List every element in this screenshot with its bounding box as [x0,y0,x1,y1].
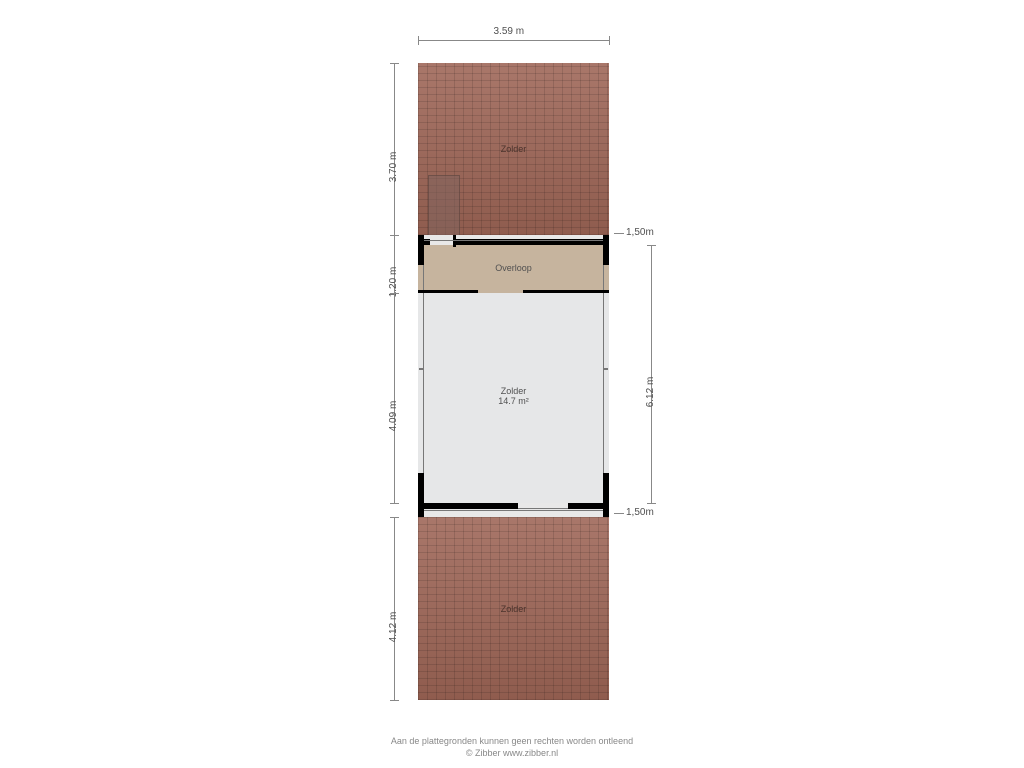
footer-line2: © Zibber www.zibber.nl [0,748,1024,758]
floorplan-canvas: Zolder Overloop Zolder 14.7 m² Zolder 3.… [0,0,1024,768]
wall-overloop-bottom-right [523,290,609,293]
footer-line1: Aan de plattegronden kunnen geen rechten… [0,736,1024,746]
wall-right-bottom [603,473,609,517]
roof-top-label: Zolder [501,144,527,154]
zolder-area: 14.7 m² [498,396,529,406]
room-zolder: Zolder 14.7 m² [418,293,609,503]
roof-skylight [428,175,460,237]
zolder-name: Zolder [501,386,527,396]
overloop-label: Overloop [418,263,609,273]
roof-bottom-label: Zolder [501,604,527,614]
wall-overloop-bottom-left [418,290,478,293]
room-overloop: Overloop [418,245,609,293]
wall-zolder-bottom-left [418,503,518,509]
wall-zolder-bottom-right [568,503,609,509]
zolder-label: Zolder 14.7 m² [418,386,609,406]
roof-bottom: Zolder [418,517,609,700]
